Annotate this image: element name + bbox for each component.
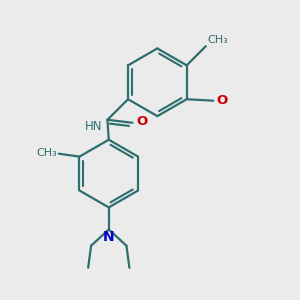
Text: O: O xyxy=(217,94,228,107)
Text: N: N xyxy=(103,230,115,244)
Text: O: O xyxy=(136,116,147,128)
Text: HN: HN xyxy=(85,120,102,133)
Text: CH₃: CH₃ xyxy=(207,35,228,45)
Text: CH₃: CH₃ xyxy=(37,148,57,158)
